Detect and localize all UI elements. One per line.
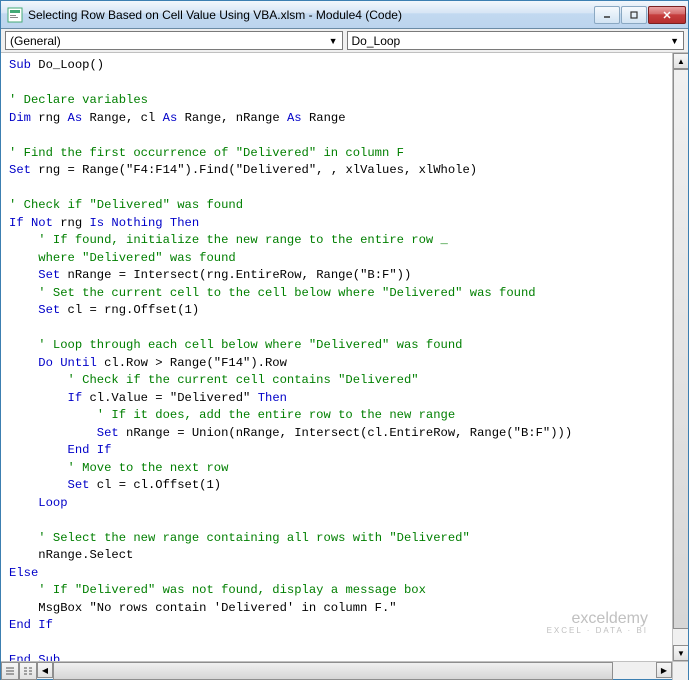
scroll-up-arrow[interactable]: ▲ (673, 53, 688, 69)
scroll-right-arrow[interactable]: ▶ (656, 662, 672, 678)
object-dropdown-value: (General) (10, 34, 329, 48)
bottom-bar: ◀ ▶ (1, 661, 688, 679)
window-title: Selecting Row Based on Cell Value Using … (28, 8, 594, 22)
object-dropdown[interactable]: (General) ▼ (5, 31, 343, 50)
window-buttons (594, 6, 686, 24)
procedure-dropdown-value: Do_Loop (352, 34, 671, 48)
chevron-down-icon: ▼ (329, 36, 338, 46)
vba-module-icon (7, 7, 23, 23)
horizontal-scroll-thumb[interactable] (53, 662, 613, 680)
dropdown-bar: (General) ▼ Do_Loop ▼ (1, 29, 688, 53)
vertical-scroll-thumb[interactable] (673, 69, 688, 629)
chevron-down-icon: ▼ (670, 36, 679, 46)
horizontal-scrollbar[interactable]: ◀ ▶ (37, 662, 672, 679)
code-content: Sub Do_Loop() ' Declare variables Dim rn… (1, 53, 672, 661)
titlebar: Selecting Row Based on Cell Value Using … (1, 1, 688, 29)
minimize-button[interactable] (594, 6, 620, 24)
full-module-view-button[interactable] (19, 662, 37, 680)
close-button[interactable] (648, 6, 686, 24)
horizontal-scroll-track[interactable] (53, 662, 656, 679)
procedure-view-button[interactable] (1, 662, 19, 680)
view-buttons (1, 662, 37, 679)
code-editor[interactable]: Sub Do_Loop() ' Declare variables Dim rn… (1, 53, 672, 661)
procedure-dropdown[interactable]: Do_Loop ▼ (347, 31, 685, 50)
code-area: Sub Do_Loop() ' Declare variables Dim rn… (1, 53, 688, 661)
scroll-down-arrow[interactable]: ▼ (673, 645, 688, 661)
maximize-button[interactable] (621, 6, 647, 24)
scroll-left-arrow[interactable]: ◀ (37, 662, 53, 678)
scrollbar-corner (672, 662, 688, 680)
vertical-scrollbar[interactable]: ▲ ▼ (672, 53, 688, 661)
